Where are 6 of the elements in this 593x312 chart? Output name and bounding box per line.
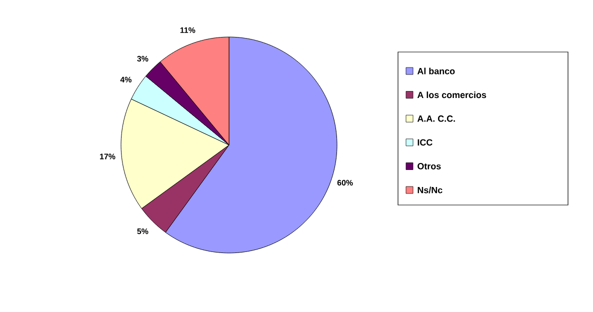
legend-label: Al banco [417, 68, 455, 74]
legend-label: A.A. C.C. [417, 115, 455, 122]
legend-label: Ns/Nc [418, 186, 442, 194]
legend-label: Otros [418, 163, 441, 170]
legend-label: ICC [418, 139, 432, 146]
legend-label: A los comercios [417, 92, 486, 98]
